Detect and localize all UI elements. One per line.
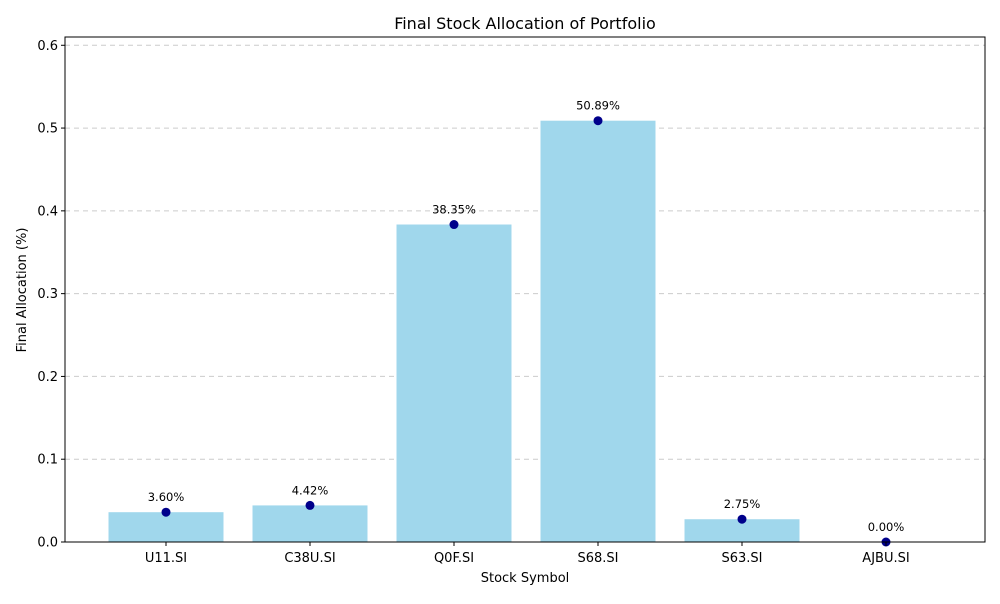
x-tick-label: AJBU.SI: [862, 551, 909, 566]
chart-title: Final Stock Allocation of Portfolio: [394, 14, 656, 33]
grid-lines: [65, 44, 985, 460]
data-labels: 3.60% 4.42% 38.35% 50.89% 2.75% 0.00%: [148, 99, 905, 534]
x-tick-label: C38U.SI: [284, 551, 335, 566]
data-point-marker: [593, 116, 603, 126]
data-label: 3.60%: [148, 490, 185, 504]
x-tick-label: S68.SI: [577, 551, 618, 566]
bar: [108, 512, 224, 542]
data-label: 38.35%: [432, 203, 476, 217]
y-tick-label: 0.3: [37, 287, 58, 302]
x-axis-label: Stock Symbol: [481, 571, 570, 586]
y-tick-label: 0.4: [37, 204, 58, 219]
y-tick-label: 0.1: [37, 453, 58, 468]
bar: [684, 519, 800, 542]
data-point-marker: [161, 507, 171, 517]
x-tick-label: S63.SI: [721, 551, 762, 566]
bar: [540, 120, 656, 542]
bar: [252, 505, 368, 542]
y-tick-label: 0.5: [37, 122, 58, 137]
data-point-marker: [305, 500, 315, 510]
y-tick-label: 0.0: [37, 536, 58, 551]
data-point-marker: [449, 220, 459, 230]
data-label: 50.89%: [576, 99, 620, 113]
x-tick-label: Q0F.SI: [434, 551, 474, 566]
data-label: 4.42%: [292, 483, 329, 497]
bar: [396, 224, 512, 542]
data-label: 2.75%: [724, 497, 761, 511]
y-tick-label: 0.6: [37, 39, 58, 54]
bars: [108, 120, 800, 542]
data-point-marker: [737, 514, 747, 524]
y-axis-label: Final Allocation (%): [15, 228, 30, 353]
plot-area-frame: [64, 36, 986, 543]
x-tick-label: U11.SI: [145, 551, 187, 566]
x-axis-ticks: U11.SI C38U.SI Q0F.SI S68.SI S63.SI AJBU.SI: [145, 542, 910, 566]
y-axis-ticks: 0.0 0.1 0.2 0.3 0.4 0.5 0.6: [37, 39, 65, 551]
point-markers: [161, 116, 891, 547]
data-label: 0.00%: [868, 520, 905, 534]
y-tick-label: 0.2: [37, 370, 58, 385]
